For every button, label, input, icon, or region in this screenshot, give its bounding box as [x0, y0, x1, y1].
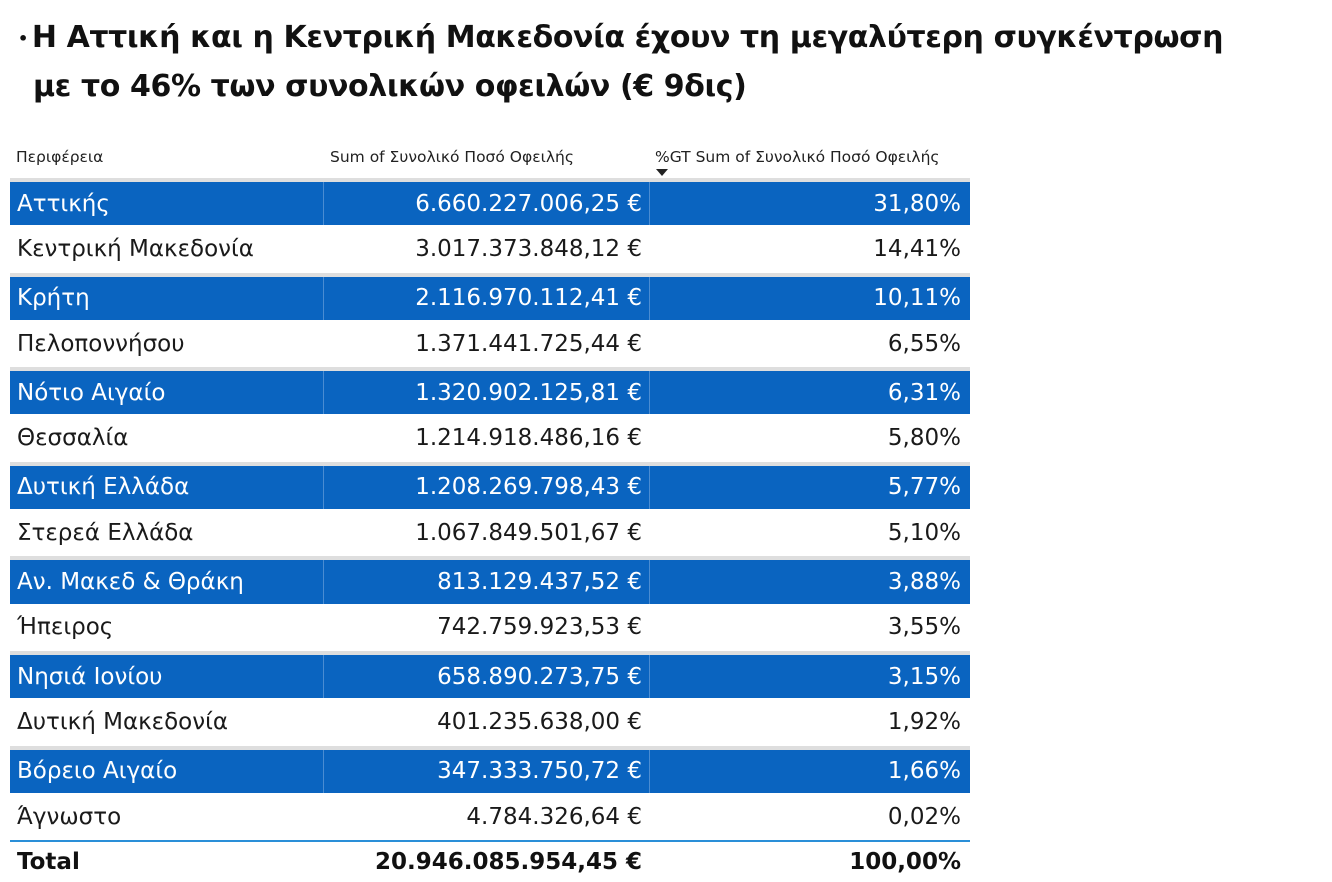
row-sum: 3.017.373.848,12 €: [415, 235, 642, 262]
column-separator: [323, 749, 324, 793]
header-sum[interactable]: Sum of Συνολικό Ποσό Οφειλής: [330, 148, 574, 166]
row-sum: 401.235.638,00 €: [437, 708, 642, 735]
table-row[interactable]: Άγνωστο 4.784.326,64 € 0,02%: [10, 792, 970, 841]
total-row: Total 20.946.085.954,45 € 100,00%: [10, 842, 970, 882]
total-pct: 100,00%: [849, 849, 961, 876]
table-row[interactable]: Αν. Μακεδ & Θράκη 813.129.437,52 € 3,88%: [10, 556, 970, 604]
row-pct: 5,77%: [887, 474, 961, 501]
table-row[interactable]: Βόρειο Αιγαίο 347.333.750,72 € 1,66%: [10, 745, 970, 793]
row-sum: 658.890.273,75 €: [437, 663, 642, 690]
row-pct: 6,55%: [887, 330, 961, 357]
row-sum: 2.116.970.112,41 €: [415, 285, 642, 312]
row-sum: 1.208.269.798,43 €: [415, 474, 642, 501]
column-separator: [323, 371, 324, 415]
total-divider: [10, 840, 970, 843]
header-region[interactable]: Περιφέρεια: [16, 148, 104, 166]
row-pct: 5,80%: [887, 425, 961, 452]
table-row[interactable]: Θεσσαλία 1.214.918.486,16 € 5,80%: [10, 414, 970, 462]
table-row[interactable]: Κρήτη 2.116.970.112,41 € 10,11%: [10, 272, 970, 320]
column-separator: [649, 465, 650, 510]
row-sum: 1.067.849.501,67 €: [415, 519, 642, 546]
table-row[interactable]: Στερεά Ελλάδα 1.067.849.501,67 € 5,10%: [10, 509, 970, 557]
row-region: Στερεά Ελλάδα: [17, 519, 194, 546]
row-pct: 1,66%: [887, 758, 961, 785]
column-separator: [323, 465, 324, 510]
column-separator: [323, 182, 324, 226]
debt-by-region-table: Περιφέρεια Sum of Συνολικό Ποσό Οφειλής …: [10, 140, 970, 882]
row-sum: 4.784.326,64 €: [466, 803, 642, 830]
column-separator: [649, 749, 650, 793]
table-row[interactable]: Δυτική Ελλάδα 1.208.269.798,43 € 5,77%: [10, 461, 970, 510]
column-separator: [649, 276, 650, 320]
row-sum: 813.129.437,52 €: [437, 569, 642, 596]
title-line-2: με το 46% των συνολικών οφειλών (€ 9δις): [33, 68, 747, 104]
row-region: Άγνωστο: [17, 803, 122, 830]
column-separator: [323, 654, 324, 699]
row-region: Νότιο Αιγαίο: [17, 379, 166, 406]
row-pct: 1,92%: [887, 708, 961, 735]
row-region: Βόρειο Αιγαίο: [17, 758, 178, 785]
row-sum: 1.371.441.725,44 €: [415, 330, 642, 357]
column-separator: [649, 560, 650, 604]
row-pct: 3,88%: [887, 569, 961, 596]
table-row[interactable]: Ήπειρος 742.759.923,53 € 3,55%: [10, 603, 970, 651]
column-separator: [323, 560, 324, 604]
table-row[interactable]: Πελοποννήσου 1.371.441.725,44 € 6,55%: [10, 319, 970, 368]
row-region: Αν. Μακεδ & Θράκη: [17, 569, 244, 596]
row-region: Κεντρική Μακεδονία: [17, 235, 254, 262]
page-title: • Η Αττική και η Κεντρική Μακεδονία έχουν…: [18, 14, 1328, 111]
total-label: Total: [17, 849, 80, 876]
table-row[interactable]: Νησιά Ιονίου 658.890.273,75 € 3,15%: [10, 650, 970, 699]
column-separator: [649, 654, 650, 699]
table-body: Αττικής 6.660.227.006,25 € 31,80% Κεντρική …: [10, 178, 970, 841]
total-sum: 20.946.085.954,45 €: [374, 849, 642, 876]
row-region: Πελοποννήσου: [17, 330, 185, 357]
row-pct: 31,80%: [873, 190, 961, 217]
table-header: Περιφέρεια Sum of Συνολικό Ποσό Οφειλής …: [10, 140, 970, 178]
row-pct: 5,10%: [887, 519, 961, 546]
row-region: Αττικής: [17, 190, 110, 217]
row-sum: 1.214.918.486,16 €: [415, 425, 642, 452]
table-row[interactable]: Δυτική Μακεδονία 401.235.638,00 € 1,92%: [10, 698, 970, 746]
sort-descending-icon[interactable]: [656, 169, 668, 176]
row-region: Δυτική Ελλάδα: [17, 474, 190, 501]
row-pct: 14,41%: [873, 235, 961, 262]
row-region: Δυτική Μακεδονία: [17, 708, 229, 735]
bullet-icon: •: [18, 28, 28, 48]
table-row[interactable]: Αττικής 6.660.227.006,25 € 31,80%: [10, 178, 970, 226]
row-pct: 3,15%: [887, 663, 961, 690]
row-region: Νησιά Ιονίου: [17, 663, 163, 690]
row-region: Ήπειρος: [17, 614, 114, 641]
row-region: Θεσσαλία: [17, 425, 129, 452]
row-pct: 6,31%: [887, 379, 961, 406]
row-region: Κρήτη: [17, 285, 90, 312]
row-sum: 1.320.902.125,81 €: [415, 379, 642, 406]
title-line-1: Η Αττική και η Κεντρική Μακεδονία έχουν …: [31, 20, 1224, 55]
table-row[interactable]: Νότιο Αιγαίο 1.320.902.125,81 € 6,31%: [10, 367, 970, 415]
row-sum: 742.759.923,53 €: [437, 614, 642, 641]
column-separator: [323, 276, 324, 320]
row-pct: 10,11%: [873, 285, 961, 312]
column-separator: [649, 182, 650, 226]
row-sum: 6.660.227.006,25 €: [415, 190, 642, 217]
row-pct: 0,02%: [887, 803, 961, 830]
row-pct: 3,55%: [887, 614, 961, 641]
table-row[interactable]: Κεντρική Μακεδονία 3.017.373.848,12 € 14,4…: [10, 225, 970, 273]
header-pct[interactable]: %GT Sum of Συνολικό Ποσό Οφειλής: [655, 148, 940, 166]
row-sum: 347.333.750,72 €: [437, 758, 642, 785]
column-separator: [649, 371, 650, 415]
